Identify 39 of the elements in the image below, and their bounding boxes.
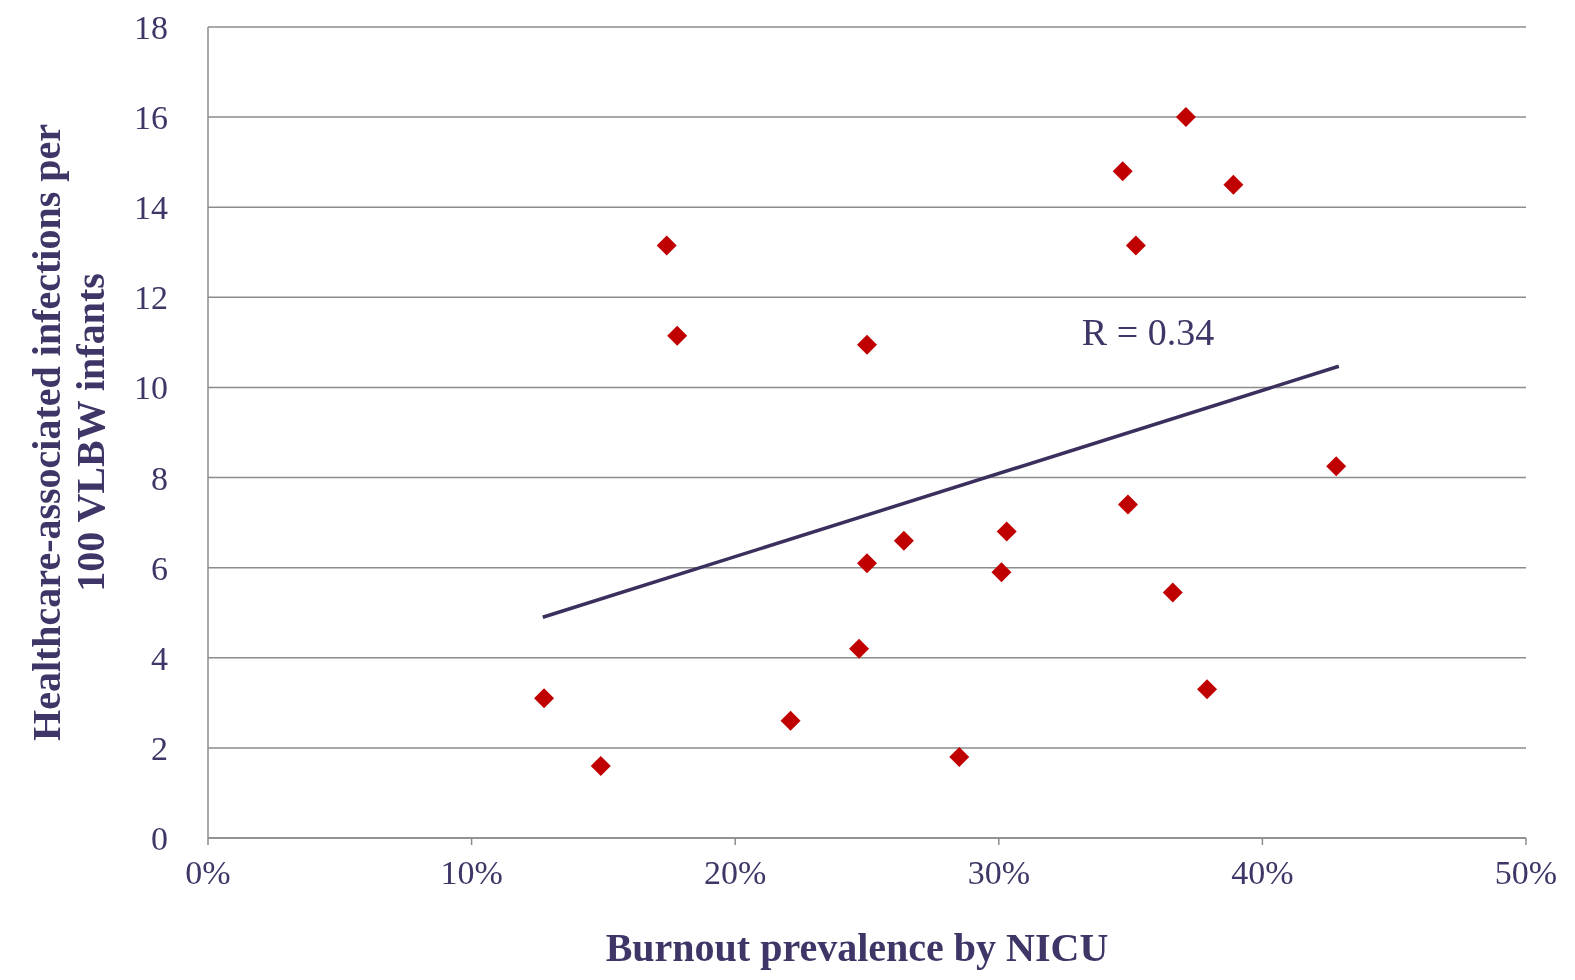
- point: [1326, 456, 1347, 477]
- point: [667, 325, 688, 346]
- point: [590, 755, 611, 776]
- x-tick-label: 30%: [967, 854, 1030, 891]
- y-tick-label: 16: [134, 99, 168, 137]
- y-tick-label: 2: [151, 729, 168, 767]
- y-tick-label: 18: [134, 9, 168, 46]
- x-axis-title: Burnout prevalence by NICU: [605, 925, 1109, 970]
- y-tick-label: 0: [151, 820, 168, 857]
- point: [1162, 582, 1183, 603]
- point: [949, 746, 970, 767]
- y-tick-label: 10: [134, 369, 168, 407]
- point: [1223, 174, 1244, 195]
- x-tick-label: 40%: [1231, 854, 1294, 891]
- point: [780, 710, 801, 731]
- y-tick-label: 12: [134, 279, 168, 317]
- annotation: R = 0.34: [1081, 311, 1215, 353]
- point: [656, 235, 677, 256]
- x-tick-label: 50%: [1494, 854, 1558, 891]
- point: [1117, 494, 1138, 515]
- x-tick-label: 20%: [704, 854, 767, 891]
- x-tick-label: 0%: [185, 854, 231, 891]
- y-tick-label: 4: [151, 639, 168, 677]
- point: [991, 562, 1012, 583]
- x-tick-label: 10%: [440, 854, 503, 891]
- y-tick-label: 6: [151, 549, 168, 587]
- point: [1175, 107, 1196, 128]
- point: [893, 530, 914, 551]
- point: [857, 334, 877, 355]
- y-axis-title: Healthcare-associated infections per 100 VLBW infants: [24, 124, 113, 741]
- y-tick-label: 8: [151, 459, 168, 497]
- y-tick-label: 14: [134, 189, 168, 227]
- point: [1112, 161, 1133, 182]
- point: [534, 688, 555, 709]
- point: [1125, 235, 1146, 256]
- point: [1197, 679, 1218, 700]
- point: [996, 521, 1017, 542]
- point: [857, 553, 877, 574]
- point: [849, 638, 870, 659]
